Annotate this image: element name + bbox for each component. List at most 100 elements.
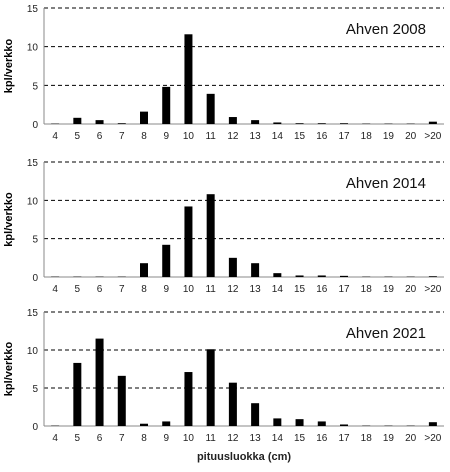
bar-13 — [251, 403, 259, 426]
x-tick-label: 7 — [119, 284, 125, 295]
x-tick-label: 12 — [227, 284, 239, 295]
y-tick-label: 15 — [27, 4, 39, 15]
x-tick-label: 8 — [141, 284, 147, 295]
x-tick-label: 19 — [383, 284, 395, 295]
x-tick-label: 9 — [163, 433, 169, 444]
chart-title: Ahven 2014 — [346, 175, 426, 192]
bar-11 — [207, 349, 215, 426]
x-tick-label: 5 — [75, 131, 81, 142]
y-tick-label: 10 — [27, 196, 39, 207]
x-tick-label: 8 — [141, 131, 147, 142]
bar-8 — [140, 263, 148, 277]
x-tick-label: >20 — [424, 284, 441, 295]
x-tick-label: 5 — [75, 284, 81, 295]
x-tick-label: 7 — [119, 433, 125, 444]
bar-5 — [73, 118, 81, 124]
bar-12 — [229, 117, 237, 124]
x-tick-label: 11 — [205, 131, 216, 142]
x-tick-label: >20 — [424, 433, 441, 444]
x-tick-label: 20 — [405, 131, 417, 142]
bar-15 — [296, 123, 304, 124]
x-tick-label: 10 — [183, 284, 195, 295]
x-tick-label: 19 — [383, 433, 395, 444]
bar-7 — [118, 376, 126, 426]
bar-16 — [318, 421, 326, 426]
bar-5 — [73, 363, 81, 426]
x-tick-label: 6 — [97, 131, 103, 142]
y-axis-label: kpl/verkko — [3, 342, 15, 397]
x-tick-label: 12 — [227, 433, 239, 444]
x-tick-label: 17 — [338, 433, 350, 444]
x-tick-label: 12 — [227, 131, 239, 142]
x-tick-label: 6 — [97, 284, 103, 295]
bar-6 — [96, 339, 104, 426]
x-tick-label: 4 — [52, 433, 58, 444]
y-tick-label: 0 — [32, 120, 38, 131]
bar-10 — [184, 34, 192, 124]
x-tick-label: 4 — [52, 131, 58, 142]
x-tick-label: 18 — [361, 433, 373, 444]
x-tick-label: 20 — [405, 284, 417, 295]
chart-title: Ahven 2021 — [346, 325, 426, 342]
x-tick-label: 20 — [405, 433, 417, 444]
x-axis-label: pituusluokka (cm) — [197, 451, 291, 463]
bar-10 — [184, 206, 192, 277]
x-tick-label: 4 — [52, 284, 58, 295]
x-tick-label: 5 — [75, 433, 81, 444]
x-tick-label: 15 — [294, 433, 306, 444]
x-tick-label: 16 — [316, 284, 328, 295]
x-tick-label: >20 — [424, 131, 441, 142]
bar-11 — [207, 94, 215, 124]
bar-17 — [340, 424, 348, 426]
x-tick-label: 13 — [250, 131, 262, 142]
bar-17 — [340, 123, 348, 124]
x-tick-label: 11 — [205, 284, 216, 295]
x-tick-label: 7 — [119, 131, 125, 142]
bar-9 — [162, 421, 170, 426]
bar-12 — [229, 258, 237, 277]
x-tick-label: 6 — [97, 433, 103, 444]
bar-16 — [318, 123, 326, 124]
bar-14 — [273, 418, 281, 426]
y-tick-label: 15 — [27, 158, 39, 169]
bar-8 — [140, 112, 148, 124]
x-tick-label: 14 — [272, 131, 284, 142]
x-tick-label: 17 — [338, 131, 350, 142]
bar-6 — [96, 120, 104, 124]
y-axis-label: kpl/verkko — [3, 192, 15, 247]
x-tick-label: 9 — [163, 284, 169, 295]
x-tick-label: 16 — [316, 433, 328, 444]
x-tick-label: 16 — [316, 131, 328, 142]
bar-16 — [318, 275, 326, 277]
bar-15 — [296, 419, 304, 426]
y-tick-label: 5 — [32, 81, 38, 92]
y-tick-label: 10 — [27, 346, 39, 357]
x-tick-label: 8 — [141, 433, 147, 444]
x-tick-label: 15 — [294, 284, 306, 295]
bar-9 — [162, 245, 170, 277]
bar->20 — [429, 422, 437, 426]
bar-14 — [273, 273, 281, 277]
y-axis-label: kpl/verkko — [3, 39, 15, 94]
x-tick-label: 13 — [250, 284, 262, 295]
x-tick-label: 14 — [272, 433, 284, 444]
x-tick-label: 18 — [361, 131, 373, 142]
x-tick-label: 18 — [361, 284, 373, 295]
bar-9 — [162, 87, 170, 124]
x-tick-label: 10 — [183, 433, 195, 444]
bar-13 — [251, 120, 259, 124]
bar-11 — [207, 194, 215, 277]
bar-10 — [184, 372, 192, 426]
y-tick-label: 10 — [27, 43, 39, 54]
bar-12 — [229, 383, 237, 426]
x-tick-label: 17 — [338, 284, 350, 295]
bar-8 — [140, 424, 148, 426]
bar-15 — [296, 275, 304, 277]
y-tick-label: 5 — [32, 384, 38, 395]
y-tick-label: 0 — [32, 273, 38, 284]
bar-14 — [273, 122, 281, 124]
